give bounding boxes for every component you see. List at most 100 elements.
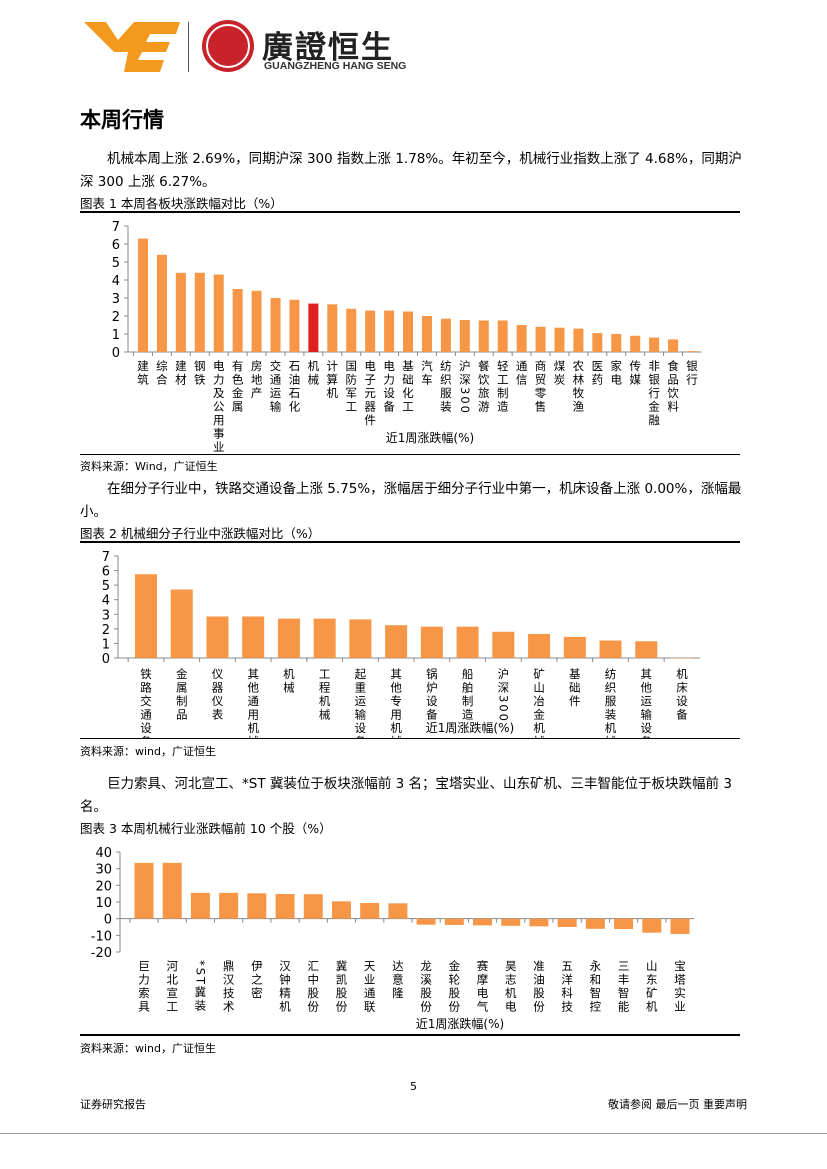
bar-基础件 bbox=[563, 636, 586, 658]
bar-医药 bbox=[592, 333, 603, 352]
x-tick-label: 三丰智能 bbox=[617, 960, 631, 1014]
x-tick-label: 基础化工 bbox=[401, 360, 415, 414]
x-tick-label: 龙溪股份 bbox=[419, 960, 433, 1014]
x-tick-label: 山东矿机 bbox=[645, 960, 659, 1014]
bar-金轮股份 bbox=[444, 918, 464, 925]
bar-国防军工 bbox=[346, 308, 357, 352]
x-tick-label: 基础件 bbox=[568, 668, 582, 709]
x-tick-label: 巨力索具 bbox=[137, 960, 151, 1014]
x-tick-label: 家电 bbox=[609, 359, 623, 387]
bar-天业通联 bbox=[360, 903, 380, 919]
bar-其他通用机械 bbox=[242, 616, 265, 658]
y-tick-label: -10 bbox=[91, 929, 112, 944]
x-tick-label: 达意隆 bbox=[391, 959, 405, 1000]
y-tick-label: 40 bbox=[95, 846, 112, 861]
page-number: 5 bbox=[410, 1080, 417, 1093]
x-axis-label: 近1周涨跌幅(%) bbox=[426, 720, 514, 735]
bar-山东矿机 bbox=[642, 918, 662, 933]
bar-其他运输设备 bbox=[635, 641, 658, 658]
bar-有色金属 bbox=[232, 289, 243, 352]
bar-食品饮料 bbox=[668, 339, 679, 352]
x-tick-label: 机床设备 bbox=[675, 667, 689, 722]
x-tick-label: 食品饮料 bbox=[666, 359, 680, 414]
x-tick-label: 准油股份 bbox=[532, 960, 546, 1014]
bar-起重运输设备 bbox=[349, 619, 372, 658]
bar-永和智控 bbox=[585, 918, 605, 929]
ye-logo-icon bbox=[84, 22, 180, 72]
bar-五洋科技 bbox=[557, 918, 577, 927]
x-tick-label: 纺织服装机械 bbox=[604, 667, 618, 738]
x-tick-label: 综合 bbox=[155, 359, 169, 387]
section-title: 本周行情 bbox=[80, 108, 164, 132]
logo-chinese: 廣證恒生 bbox=[262, 30, 394, 66]
bar-房地产 bbox=[251, 290, 262, 352]
bar-机械 bbox=[277, 618, 300, 658]
x-tick-label: 农林牧渔 bbox=[571, 359, 585, 414]
y-tick-label: 5 bbox=[102, 579, 110, 594]
y-tick-label: 7 bbox=[112, 220, 120, 235]
y-tick-label: 30 bbox=[95, 863, 112, 878]
y-tick-label: 0 bbox=[104, 913, 112, 928]
y-tick-label: 3 bbox=[112, 292, 120, 307]
y-tick-label: 6 bbox=[112, 238, 120, 253]
x-tick-label: 房地产 bbox=[250, 360, 264, 401]
x-tick-label: 其他通用机械 bbox=[246, 668, 260, 738]
x-tick-label: 伊之密 bbox=[250, 960, 264, 1001]
bar-石油石化 bbox=[289, 299, 300, 352]
bar-家电 bbox=[611, 334, 622, 352]
x-tick-label: 汽车 bbox=[420, 359, 434, 387]
x-tick-label: 非银行金融 bbox=[647, 360, 661, 428]
divider bbox=[80, 541, 740, 543]
bar-昊志机电 bbox=[501, 918, 521, 926]
y-tick-label: 0 bbox=[102, 652, 110, 667]
divider bbox=[80, 211, 740, 213]
bar-金属制品 bbox=[170, 589, 193, 658]
bar-电力设备 bbox=[384, 310, 395, 352]
bar-机械 bbox=[308, 303, 319, 352]
paragraph-3: 巨力索具、河北宣工、*ST 冀装位于板块涨幅前 3 名；宝塔实业、山东矿机、三丰… bbox=[80, 776, 732, 815]
bar-铁路交通设备 bbox=[135, 574, 157, 658]
figure-2-source: 资料来源：wind，广证恒生 bbox=[80, 745, 217, 758]
x-tick-label: 机械 bbox=[282, 667, 296, 695]
bar-*ST冀装 bbox=[190, 892, 210, 919]
y-tick-label: 20 bbox=[95, 879, 112, 894]
x-tick-label: 煤炭 bbox=[552, 360, 566, 387]
paragraph-2: 在细分子行业中，铁路交通设备上涨 5.75%，涨幅居于细分子行业中第一，机床设备… bbox=[80, 481, 742, 520]
x-axis-label: 近1周涨跌幅(%) bbox=[386, 430, 474, 445]
x-tick-label: 纺织服装 bbox=[439, 359, 453, 414]
bar-冀凯股份 bbox=[331, 901, 351, 919]
x-tick-label: 汇中股份 bbox=[306, 960, 320, 1014]
bar-矿山冶金机械 bbox=[528, 633, 551, 658]
bar-龙溪股份 bbox=[416, 918, 436, 925]
bar-建筑 bbox=[138, 238, 148, 352]
bar-达意隆 bbox=[388, 903, 408, 919]
x-tick-label: 汉钟精机 bbox=[278, 960, 292, 1014]
figure-1-title: 图表 1 本周各板块涨跌幅对比（%） bbox=[80, 196, 283, 211]
x-axis-label: 近1周涨跌幅(%) bbox=[416, 1016, 504, 1031]
footer-left: 证券研究报告 bbox=[80, 1098, 146, 1111]
x-tick-label: 锅炉设备 bbox=[425, 667, 439, 722]
bar-河北宣工 bbox=[162, 862, 182, 919]
bar-其他专用机械 bbox=[385, 625, 408, 658]
bar-仪器仪表 bbox=[206, 616, 229, 658]
x-tick-label: 鼎汉技术 bbox=[222, 960, 236, 1014]
x-tick-label: 金轮股份 bbox=[447, 959, 461, 1014]
bar-建材 bbox=[175, 272, 186, 352]
y-tick-label: 1 bbox=[112, 328, 120, 343]
footer-rule bbox=[0, 1133, 827, 1134]
x-tick-label: 船舶制造 bbox=[461, 667, 475, 722]
x-tick-label: 建筑 bbox=[136, 359, 150, 387]
y-tick-label: 3 bbox=[102, 608, 110, 623]
x-tick-label: 其他专用机械 bbox=[389, 668, 403, 738]
x-tick-label: 有色金属 bbox=[231, 359, 245, 414]
x-tick-label: 冀凯股份 bbox=[334, 959, 348, 1014]
x-tick-label: 商贸零售 bbox=[534, 359, 548, 414]
x-tick-label: 建材 bbox=[174, 359, 188, 387]
x-tick-label: 轻工制造 bbox=[496, 359, 510, 414]
bar-非银行金融 bbox=[649, 337, 660, 352]
bar-农林牧渔 bbox=[573, 328, 584, 352]
bar-锅炉设备 bbox=[420, 626, 443, 658]
y-tick-label: 4 bbox=[102, 594, 110, 609]
divider bbox=[80, 454, 740, 455]
